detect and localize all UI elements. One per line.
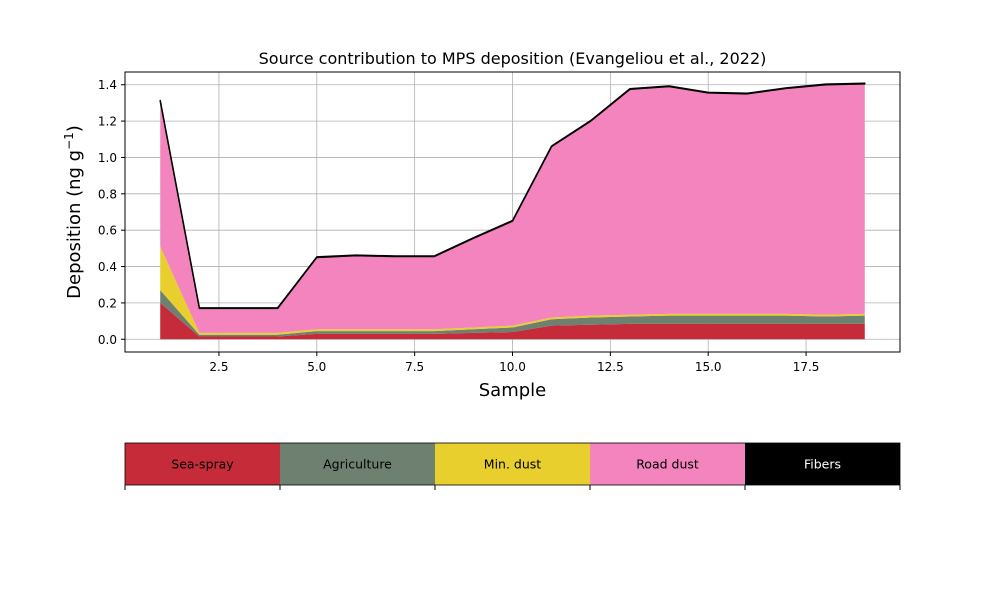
legend-label-sea-spray: Sea-spray — [171, 457, 234, 472]
legend-swatch-fibers — [745, 443, 900, 485]
x-tick-label-1: 5.0 — [307, 360, 326, 374]
y-tick-label-1: 0.2 — [98, 296, 117, 310]
legend-frame — [124, 442, 901, 486]
y-axis-label-close: ) — [64, 125, 85, 132]
area-sea-spray — [160, 302, 865, 340]
x-tick-label-4: 12.5 — [597, 360, 624, 374]
x-axis-ticks: 2.5 5.0 7.5 10.0 12.5 15.0 17.5 — [209, 352, 819, 374]
x-tick-label-5: 15.0 — [695, 360, 722, 374]
y-axis-label: Deposition (ng g−1) — [62, 125, 85, 299]
x-axis-label: Sample — [479, 380, 547, 401]
y-axis-label-superscript: −1 — [62, 132, 76, 150]
x-tick-label-3: 10.0 — [499, 360, 526, 374]
area-road-dust — [160, 83, 865, 333]
legend-swatch-sea-spray — [125, 443, 280, 485]
legend-swatch-agriculture — [280, 443, 435, 485]
x-tick-label-0: 2.5 — [209, 360, 228, 374]
legend-label-min-dust: Min. dust — [484, 457, 541, 472]
x-tick-label-6: 17.5 — [793, 360, 820, 374]
legend-colorbar: Sea-spray Agriculture Min. dust Road dust Fi… — [124, 442, 901, 490]
stacked-areas — [159, 82, 866, 340]
y-axis-label-main: Deposition (ng g — [64, 150, 85, 299]
x-tick-label-2: 7.5 — [405, 360, 424, 374]
chart-title: Source contribution to MPS deposition (E… — [259, 49, 767, 68]
legend-label-fibers: Fibers — [804, 457, 841, 472]
y-axis-ticks: 0.0 0.2 0.4 0.6 0.8 1.0 1.2 1.4 — [98, 78, 125, 347]
y-tick-label-5: 1.0 — [98, 151, 117, 165]
y-tick-label-4: 0.8 — [98, 187, 117, 201]
y-tick-label-6: 1.2 — [98, 115, 117, 129]
legend-label-agriculture: Agriculture — [323, 457, 392, 472]
y-tick-label-2: 0.4 — [98, 260, 117, 274]
y-tick-label-7: 1.4 — [98, 78, 117, 92]
legend-swatch-min-dust — [435, 443, 590, 485]
legend-label-road-dust: Road dust — [636, 457, 699, 472]
y-tick-label-0: 0.0 — [98, 333, 117, 347]
legend-swatch-road-dust — [590, 443, 745, 485]
area-fibers — [159, 82, 866, 310]
y-tick-label-3: 0.6 — [98, 224, 117, 238]
